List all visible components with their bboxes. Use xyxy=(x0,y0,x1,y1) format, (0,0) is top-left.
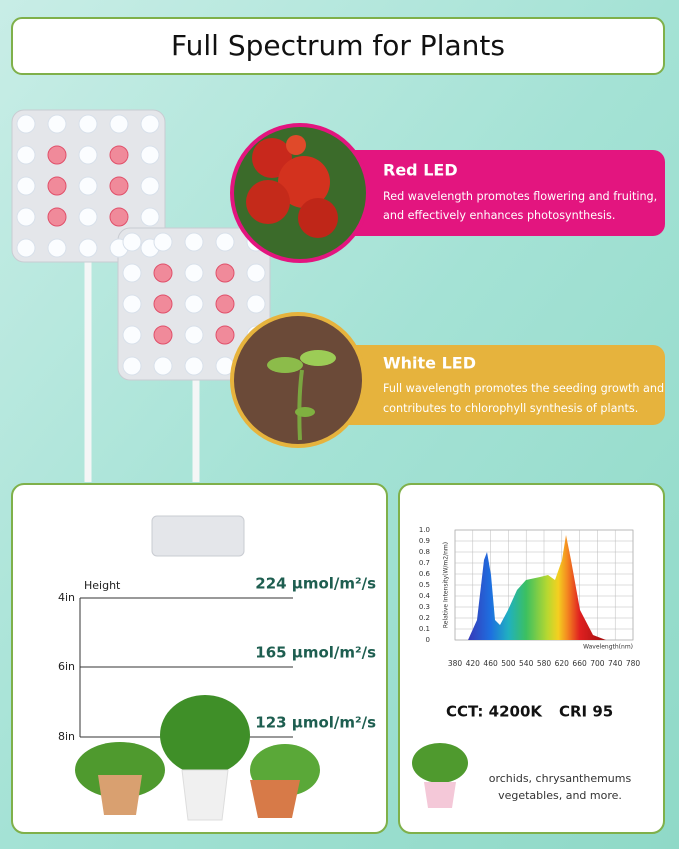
x-axis-label: Wavelength(nm) xyxy=(583,644,633,651)
red-led xyxy=(153,325,173,345)
x-tick-label: 500 xyxy=(501,659,516,668)
white-led xyxy=(16,145,36,165)
red-led-banner xyxy=(300,150,665,236)
pot-plant xyxy=(412,743,468,808)
y-tick-label: 0.2 xyxy=(419,614,430,622)
white-led xyxy=(153,232,173,252)
caption: vegetables, and more. xyxy=(498,789,622,802)
white-led xyxy=(122,263,142,283)
x-tick-label: 540 xyxy=(519,659,534,668)
red-led xyxy=(109,207,129,227)
title: Full Spectrum for Plants xyxy=(171,29,505,62)
height-tick: 8in xyxy=(58,730,75,743)
feature-text: Red wavelength promotes flowering and fr… xyxy=(383,190,657,203)
tomatoes xyxy=(246,135,338,238)
red-led xyxy=(109,176,129,196)
y-tick-label: 0.5 xyxy=(419,581,430,589)
white-led xyxy=(246,263,266,283)
y-tick-label: 0.9 xyxy=(419,537,430,545)
x-tick-label: 700 xyxy=(590,659,605,668)
seedlings xyxy=(267,350,336,441)
feature-text: Full wavelength promotes the seeding gro… xyxy=(383,382,664,395)
title-box xyxy=(11,17,665,75)
red-led xyxy=(47,176,67,196)
feature-text: and effectively enhances photosynthesis. xyxy=(383,209,615,222)
white-led xyxy=(246,294,266,314)
x-tick-label: 620 xyxy=(555,659,570,668)
white-led xyxy=(140,145,160,165)
white-led xyxy=(78,238,98,258)
white-led xyxy=(78,207,98,227)
white-led xyxy=(184,294,204,314)
spec-cri: CRI 95 xyxy=(559,703,613,721)
white-led xyxy=(16,176,36,196)
lamp-thumb xyxy=(151,515,245,557)
white-led xyxy=(78,176,98,196)
seedling-photo xyxy=(230,312,366,448)
white-led xyxy=(16,238,36,258)
y-tick-label: 0.8 xyxy=(419,548,430,556)
y-tick-label: 0.4 xyxy=(419,592,431,600)
x-tick-label: 460 xyxy=(483,659,498,668)
white-led xyxy=(16,207,36,227)
ppfd-value: 224 μmol/m²/s xyxy=(255,575,376,593)
ppfd-value: 165 μmol/m²/s xyxy=(255,644,376,662)
white-led xyxy=(78,145,98,165)
feature-title: Red LED xyxy=(383,161,458,180)
white-led xyxy=(47,238,67,258)
y-tick-label: 0 xyxy=(426,636,430,644)
caption: orchids, chrysanthemums xyxy=(489,772,632,785)
x-tick-label: 420 xyxy=(466,659,481,668)
white-led xyxy=(215,232,235,252)
white-led xyxy=(122,325,142,345)
red-led xyxy=(215,263,235,283)
white-led xyxy=(122,356,142,376)
plants xyxy=(75,695,320,821)
y-tick-label: 0.3 xyxy=(419,603,430,611)
white-led xyxy=(140,114,160,134)
white-led xyxy=(140,176,160,196)
red-led xyxy=(215,294,235,314)
x-tick-label: 780 xyxy=(626,659,641,668)
white-led xyxy=(122,294,142,314)
white-led xyxy=(140,207,160,227)
y-tick-label: 0.1 xyxy=(419,625,430,633)
white-led xyxy=(184,232,204,252)
red-led xyxy=(47,145,67,165)
y-tick-label: 1.0 xyxy=(419,526,430,534)
feature-title: White LED xyxy=(383,354,476,373)
white-led-banner xyxy=(300,345,665,425)
white-led xyxy=(47,114,67,134)
red-led xyxy=(47,207,67,227)
levels: 4in 224 μmol/m²/s 6in 165 μmol/m²/s 8in 123 μ… xyxy=(58,575,376,744)
y-axis-label: Relative Intensity(W/m2/nm) xyxy=(443,542,450,628)
x-tick-label: 580 xyxy=(537,659,552,668)
x-tick-label: 380 xyxy=(448,659,463,668)
spectrum-curve xyxy=(465,535,606,640)
white-led xyxy=(184,263,204,283)
feature-text: contributes to chlorophyll synthesis of … xyxy=(383,402,638,415)
white-led xyxy=(16,114,36,134)
white-led xyxy=(109,114,129,134)
y-tick-label: 0.6 xyxy=(419,570,431,578)
white-led xyxy=(184,356,204,376)
height-tick: 4in xyxy=(58,591,75,604)
white-led xyxy=(153,356,173,376)
height-tick: 6in xyxy=(58,660,75,673)
ppfd-value: 123 μmol/m²/s xyxy=(255,714,376,732)
spec-cct: CCT: 4200K xyxy=(446,703,543,721)
red-led xyxy=(109,145,129,165)
x-tick-label: 660 xyxy=(572,659,587,668)
height-label: Height xyxy=(84,579,121,592)
lamps xyxy=(11,109,271,482)
red-led xyxy=(215,325,235,345)
white-led xyxy=(78,114,98,134)
y-tick-label: 0.7 xyxy=(419,559,430,567)
white-led xyxy=(184,325,204,345)
x-tick-label: 740 xyxy=(608,659,623,668)
red-led xyxy=(153,294,173,314)
red-led xyxy=(153,263,173,283)
white-led xyxy=(122,232,142,252)
